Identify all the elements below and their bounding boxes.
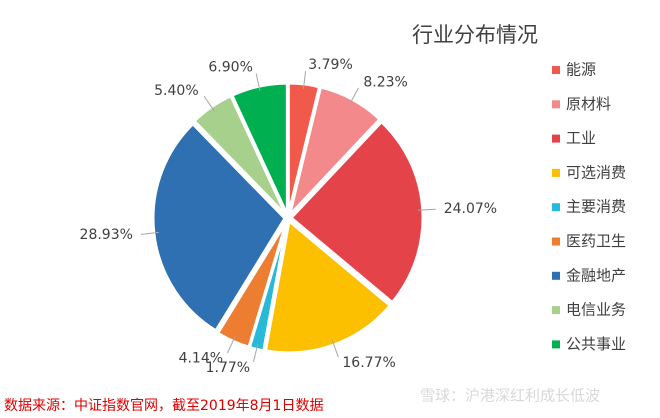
- chart-title: 行业分布情况: [412, 23, 538, 47]
- leader-line: [417, 208, 436, 211]
- legend-swatch: [552, 134, 560, 143]
- legend-swatch: [552, 100, 560, 109]
- legend-label: 金融地产: [566, 266, 626, 284]
- legend-label: 能源: [566, 61, 596, 79]
- legend-label: 工业: [566, 129, 596, 147]
- legend-label: 原材料: [566, 95, 611, 113]
- legend-swatch: [552, 306, 560, 315]
- leader-line: [349, 87, 359, 104]
- leader-line: [140, 231, 159, 235]
- legend-swatch: [552, 237, 560, 246]
- data-label: 1.77%: [206, 360, 250, 376]
- data-label: 5.40%: [154, 83, 198, 99]
- leader-line: [203, 95, 215, 112]
- watermark: 雪球：沪港深红利成长低波: [420, 387, 600, 405]
- data-label: 24.07%: [444, 201, 497, 217]
- legend-label: 主要消费: [566, 198, 626, 216]
- legend-swatch: [552, 203, 560, 212]
- data-label: 6.90%: [208, 60, 252, 76]
- legend-label: 可选消费: [566, 163, 626, 181]
- data-label: 28.93%: [80, 227, 133, 243]
- legend-swatch: [552, 271, 560, 280]
- legend-label: 医药卫生: [566, 232, 626, 250]
- data-label: 4.14%: [179, 351, 223, 367]
- leader-line: [302, 70, 307, 89]
- leader-line: [227, 336, 236, 354]
- data-label: 8.23%: [363, 75, 407, 91]
- source-note: 数据来源：中证指数官网，截至2019年8月1日数据: [4, 398, 323, 414]
- leader-line: [253, 344, 259, 363]
- legend-swatch: [552, 340, 560, 349]
- legend-label: 电信业务: [566, 301, 626, 319]
- leader-line: [255, 73, 261, 92]
- data-label: 16.77%: [342, 355, 395, 371]
- data-label: 3.79%: [308, 57, 352, 73]
- legend-label: 公共事业: [566, 335, 626, 353]
- legend-swatch: [552, 168, 560, 177]
- legend-swatch: [552, 66, 560, 74]
- leader-line: [331, 340, 339, 358]
